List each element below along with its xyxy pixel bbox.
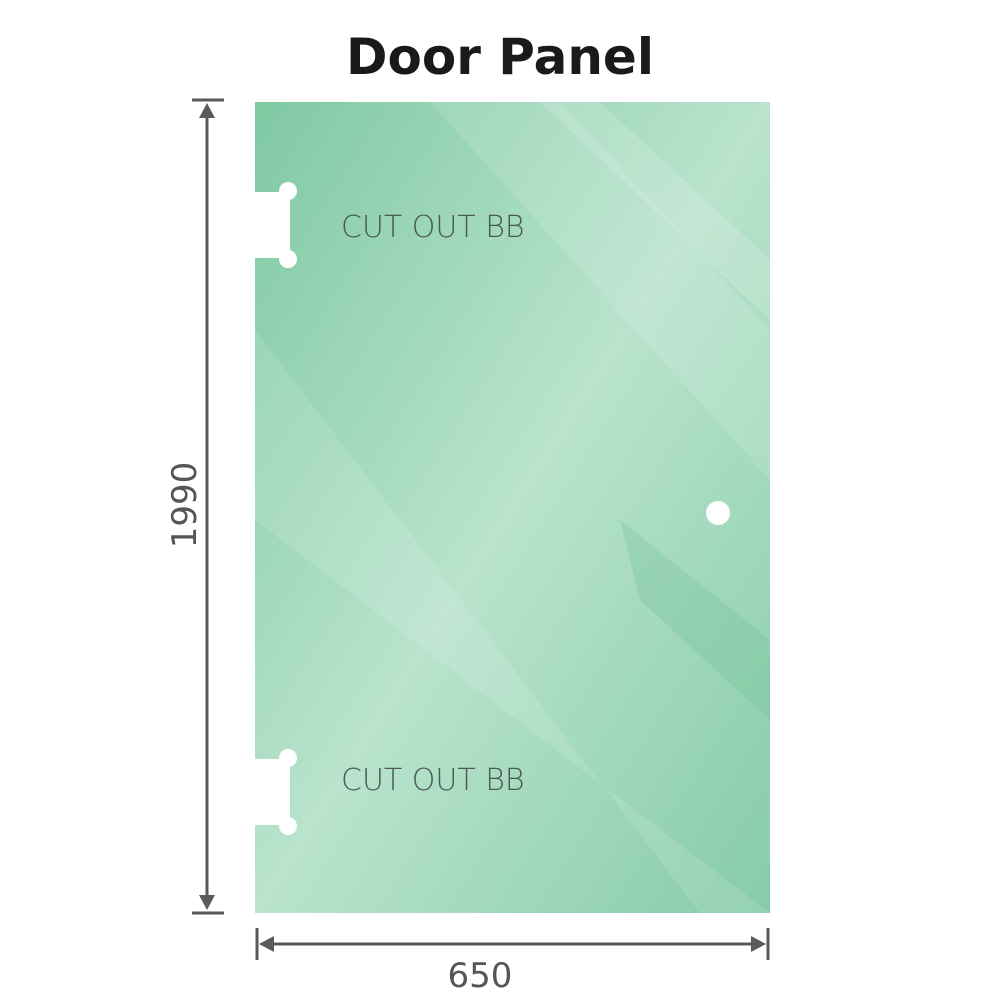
cutout-label-bottom: CUT OUT BB xyxy=(341,763,525,798)
diagram-title: Door Panel xyxy=(346,28,654,86)
cutout-bottom xyxy=(252,749,297,835)
cutout-top xyxy=(252,182,297,268)
width-dimension-line xyxy=(255,928,770,960)
cutout-label-top: CUT OUT BB xyxy=(341,210,525,245)
glass-panel xyxy=(255,102,770,913)
handle-hole xyxy=(706,501,730,525)
height-dimension-line xyxy=(192,98,224,915)
width-label: 650 xyxy=(448,956,513,996)
height-label: 1990 xyxy=(165,462,205,549)
